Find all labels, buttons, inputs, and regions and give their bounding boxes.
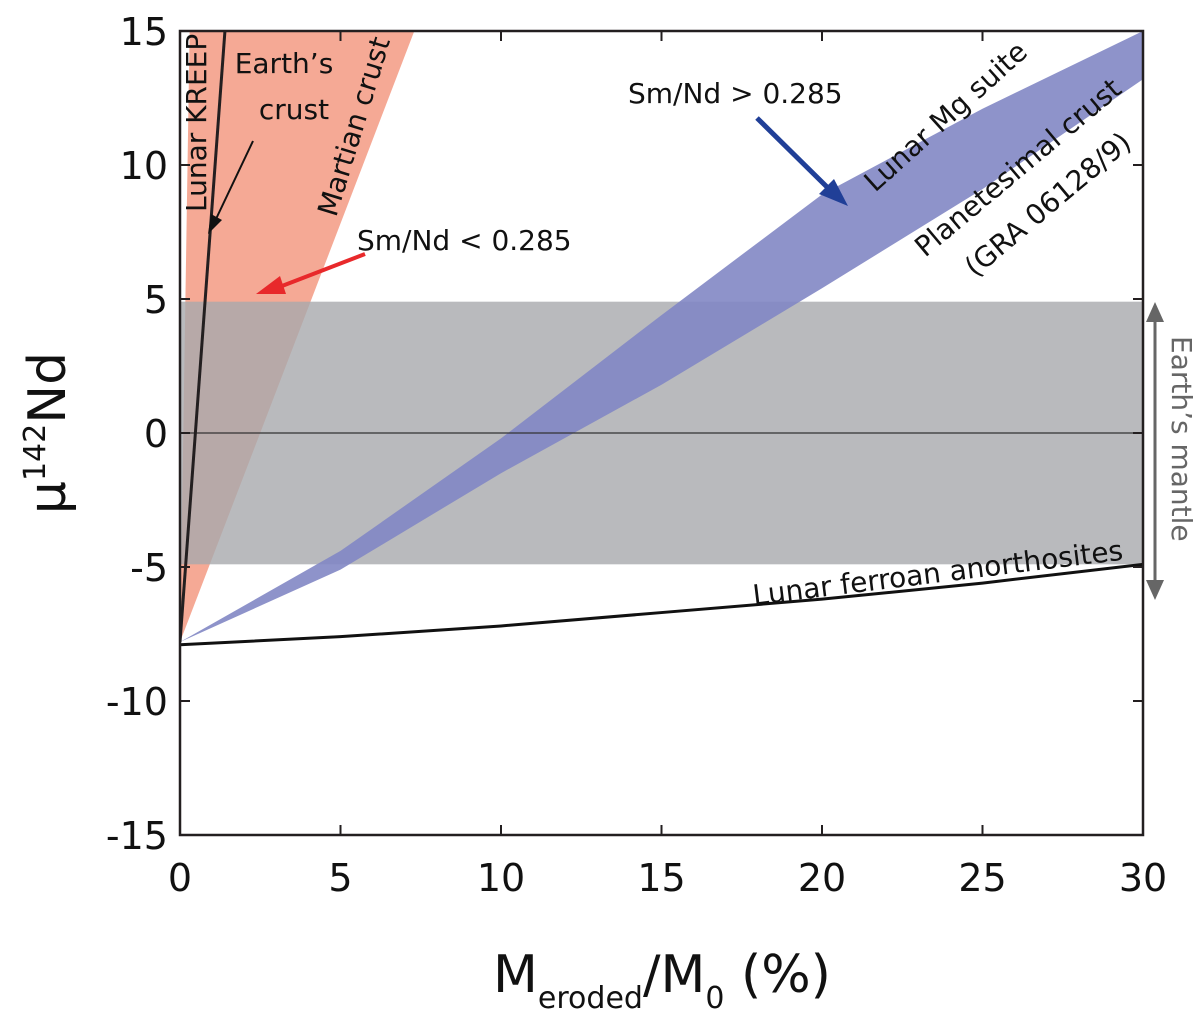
arrow-smnd-high-shaft — [755, 116, 829, 189]
label-lunar-kreep: Lunar KREEP — [180, 34, 213, 212]
blue-band-mg-suite — [180, 31, 1143, 643]
x-tick-label: 5 — [328, 856, 352, 900]
label-earth-crust-line1: Earth’s — [235, 47, 334, 80]
y-tick-label: -10 — [106, 680, 168, 724]
x-tick-label: 10 — [477, 856, 525, 900]
x-axis-title-mid: /M — [643, 945, 705, 1005]
arrow-kreep-shaft — [215, 140, 254, 220]
y-tick-label: -5 — [130, 546, 168, 590]
y-axis-title-main: μ — [18, 481, 78, 514]
x-axis-title: Meroded/M0 (%) — [493, 945, 831, 1015]
x-tick-label: 25 — [958, 856, 1006, 900]
arrows — [208, 116, 1164, 600]
arrow-smnd-low-head — [256, 276, 286, 294]
tick-labels: 0 5 10 15 20 25 30 15 10 5 0 -5 -10 -15 — [106, 10, 1167, 900]
label-earth-crust-line2: crust — [259, 93, 329, 126]
ticks — [179, 30, 1144, 836]
x-axis-title-sub2: 0 — [705, 981, 724, 1015]
x-tick-label: 15 — [637, 856, 685, 900]
y-tick-label: 0 — [144, 412, 168, 456]
x-tick-label: 20 — [798, 856, 846, 900]
label-smnd-high: Sm/Nd > 0.285 — [628, 77, 843, 110]
y-tick-label: 5 — [144, 278, 168, 322]
x-tick-label: 0 — [168, 856, 192, 900]
y-tick-label: 10 — [120, 144, 168, 188]
arrow-smnd-low-shaft — [281, 252, 366, 288]
x-tick-label: 30 — [1119, 856, 1167, 900]
arrow-earth-mantle-head-top — [1146, 302, 1164, 322]
x-axis-title-sub: eroded — [538, 981, 643, 1015]
y-tick-label: 15 — [120, 10, 168, 54]
y-axis-title-tail: Nd — [18, 352, 78, 424]
series-line-kreep — [180, 31, 227, 643]
x-axis-title-main: M — [493, 945, 538, 1005]
label-smnd-low: Sm/Nd < 0.285 — [357, 224, 572, 257]
arrow-earth-mantle-head-bottom — [1146, 580, 1164, 600]
label-earth-mantle: Earth’s mantle — [1165, 336, 1198, 542]
bands — [180, 31, 1143, 647]
arrow-smnd-high-head — [819, 179, 848, 206]
y-axis-title: μ142Nd — [18, 352, 78, 514]
y-axis-title-sup: 142 — [18, 424, 53, 481]
x-axis-title-tail: (%) — [724, 945, 831, 1005]
series-line-ferroan — [180, 562, 1143, 647]
y-tick-label: -15 — [106, 814, 168, 858]
arrow-kreep-head — [208, 214, 222, 234]
